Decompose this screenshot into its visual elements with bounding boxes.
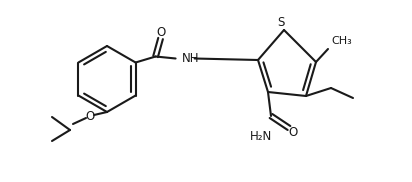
Text: CH₃: CH₃	[331, 36, 352, 46]
Text: O: O	[156, 26, 165, 39]
Text: O: O	[288, 126, 297, 139]
Text: NH: NH	[182, 52, 199, 65]
Text: O: O	[85, 110, 95, 122]
Text: S: S	[277, 17, 285, 29]
Text: H₂N: H₂N	[250, 130, 272, 143]
